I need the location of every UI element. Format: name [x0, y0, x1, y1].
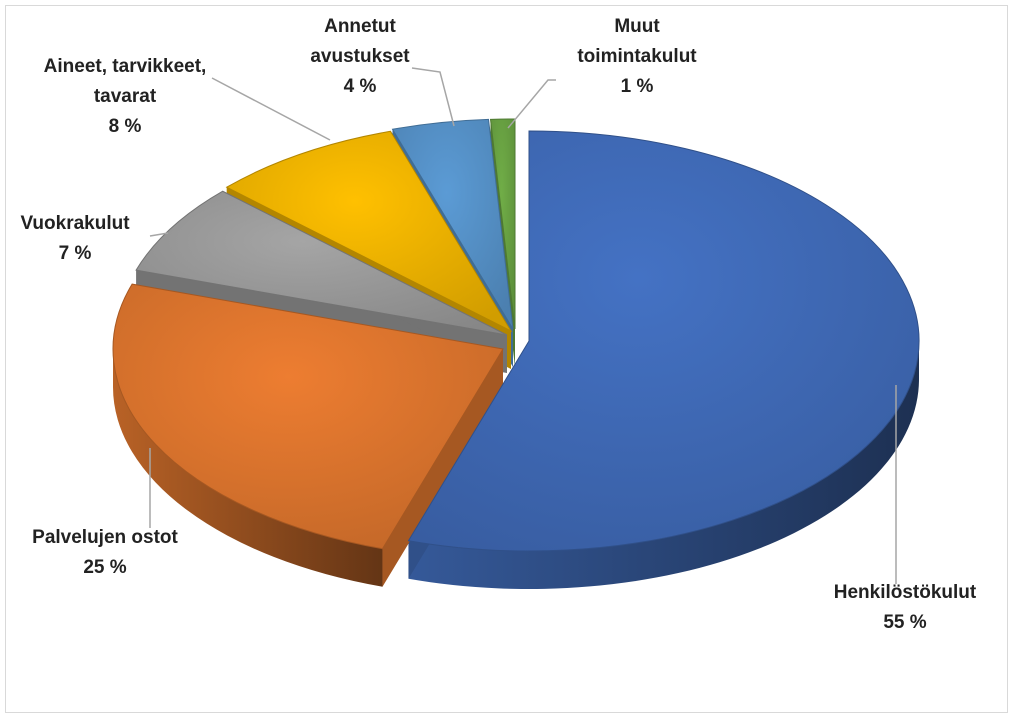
label-category: tavarat — [94, 86, 157, 107]
slice-side — [408, 341, 919, 589]
label-category: Muut — [614, 16, 660, 37]
data-label: Vuokrakulut 7 % — [20, 213, 130, 264]
label-category: Palvelujen ostot — [32, 527, 178, 548]
leader-line — [211, 77, 331, 141]
leader-line — [507, 79, 556, 129]
data-label: Muut toimintakulut 1 % — [577, 16, 697, 97]
slice-2 — [112, 283, 504, 550]
slice-3 — [135, 190, 508, 336]
label-percent: 7 % — [59, 243, 92, 264]
slice-edge — [382, 349, 503, 587]
label-percent: 4 % — [344, 76, 377, 97]
label-category: avustukset — [310, 46, 410, 67]
data-label: Annetut avustukset 4 % — [310, 16, 410, 97]
label-category: Henkilöstökulut — [834, 582, 977, 603]
leader-line — [411, 67, 455, 127]
label-category: Annetut — [324, 16, 396, 37]
label-percent: 25 % — [83, 557, 126, 578]
data-labels: Henkilöstökulut 55 % Palvelujen ostot 25 % V… — [20, 16, 976, 633]
label-category: Aineet, tarvikkeet, — [44, 56, 207, 77]
data-label: Palvelujen ostot 25 % — [32, 527, 178, 578]
label-percent: 8 % — [109, 116, 142, 137]
slice-side — [113, 349, 383, 587]
pie-tops — [112, 118, 920, 552]
slice-5 — [391, 118, 514, 330]
data-label: Aineet, tarvikkeet, tavarat 8 % — [44, 56, 207, 137]
label-category: toimintakulut — [577, 46, 697, 67]
slice-1 — [407, 130, 920, 552]
slice-4 — [225, 130, 513, 333]
leader-line — [149, 232, 169, 237]
label-percent: 55 % — [883, 612, 926, 633]
leader-lines — [149, 67, 897, 584]
data-label: Henkilöstökulut 55 % — [834, 582, 977, 633]
label-category: Vuokrakulut — [20, 213, 130, 234]
label-percent: 1 % — [621, 76, 654, 97]
